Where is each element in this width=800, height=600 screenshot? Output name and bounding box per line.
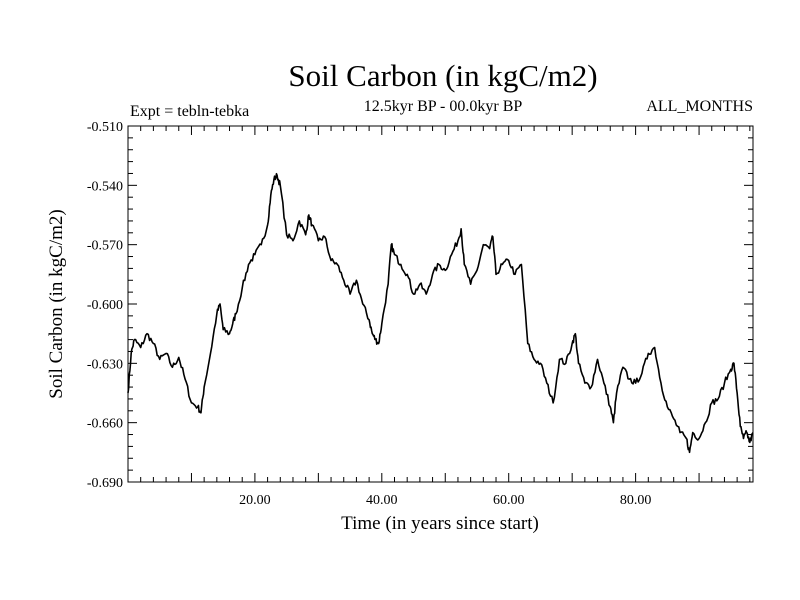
x-tick-label: 80.00	[620, 493, 652, 508]
tick-labels: 20.00 40.00 60.00 80.00 -0.510 -0.540 -0.570 -0…	[87, 120, 652, 508]
y-tick-label: -0.570	[87, 239, 123, 254]
plot-frame	[128, 126, 753, 482]
y-tick-label: -0.630	[87, 357, 123, 372]
x-tick-label: 60.00	[493, 493, 525, 508]
experiment-note: Expt = tebln-tebka	[130, 103, 249, 120]
y-axis-label: Soil Carbon (in kgC/m2)	[46, 209, 67, 398]
y-tick-label: -0.660	[87, 417, 123, 432]
soil-carbon-series-line	[128, 174, 753, 453]
y-tick-label: -0.600	[87, 298, 123, 313]
y-tick-label: -0.540	[87, 179, 123, 194]
x-axis-label: Time (in years since start)	[341, 513, 539, 534]
chart-subtitle: 12.5kyr BP - 00.0kyr BP	[364, 98, 523, 115]
x-tick-label: 40.00	[366, 493, 398, 508]
axis-ticks	[128, 126, 753, 482]
y-tick-label: -0.510	[87, 120, 123, 135]
months-note: ALL_MONTHS	[646, 98, 753, 115]
y-tick-label: -0.690	[87, 476, 123, 491]
chart-title: Soil Carbon (in kgC/m2)	[288, 58, 597, 93]
x-tick-label: 20.00	[239, 493, 271, 508]
